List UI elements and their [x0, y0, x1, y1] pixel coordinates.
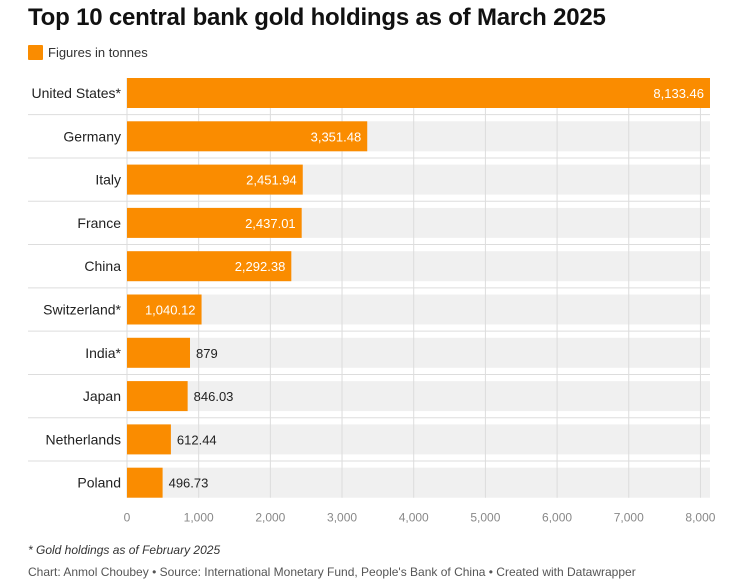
category-label: Poland [77, 475, 121, 491]
credits: Chart: Anmol Choubey • Source: Internati… [28, 565, 636, 579]
category-label: Switzerland* [43, 302, 121, 318]
bar [127, 207, 302, 238]
x-tick-label: 3,000 [327, 511, 357, 525]
bar-track [127, 381, 710, 412]
chart-title: Top 10 central bank gold holdings as of … [28, 4, 606, 31]
legend: Figures in tonnes [28, 45, 148, 60]
x-tick-label: 7,000 [614, 511, 644, 525]
bar-chart: United States* 8,133.46 Germany 3,351.48 Ita… [28, 78, 716, 525]
bar [127, 467, 163, 498]
bar [127, 381, 188, 412]
x-tick-label: 1,000 [184, 511, 214, 525]
bar [127, 78, 710, 108]
category-label: India* [85, 345, 121, 361]
value-label: 3,351.48 [311, 129, 362, 144]
category-label: France [77, 215, 121, 231]
value-label: 2,451.94 [246, 173, 297, 188]
bar-track [127, 294, 710, 325]
value-label: 2,292.38 [235, 259, 286, 274]
bar [127, 164, 303, 195]
x-tick-label: 5,000 [470, 511, 500, 525]
bar-track [127, 424, 710, 455]
category-label: Japan [83, 388, 121, 404]
legend-swatch [28, 45, 43, 60]
bar [127, 294, 202, 325]
x-tick-label: 2,000 [255, 511, 285, 525]
bar [127, 424, 171, 455]
x-tick-label: 0 [124, 511, 131, 525]
value-label: 879 [196, 346, 218, 361]
bar [127, 121, 368, 152]
bar [127, 337, 191, 368]
value-label: 1,040.12 [145, 303, 196, 318]
x-tick-label: 8,000 [685, 511, 715, 525]
x-tick-label: 6,000 [542, 511, 572, 525]
category-label: Italy [95, 172, 121, 188]
category-label: United States* [32, 85, 122, 101]
x-tick-label: 4,000 [399, 511, 429, 525]
bar-track [127, 337, 710, 368]
value-label: 846.03 [194, 389, 234, 404]
category-label: Germany [63, 128, 121, 144]
value-label: 8,133.46 [653, 86, 704, 101]
category-label: China [84, 258, 121, 274]
value-label: 612.44 [177, 432, 217, 447]
bar-track [127, 467, 710, 498]
value-label: 496.73 [169, 476, 209, 491]
bar [127, 251, 292, 282]
value-label: 2,437.01 [245, 216, 296, 231]
category-label: Netherlands [46, 431, 122, 447]
legend-label: Figures in tonnes [48, 45, 148, 60]
footnote: * Gold holdings as of February 2025 [28, 543, 221, 557]
